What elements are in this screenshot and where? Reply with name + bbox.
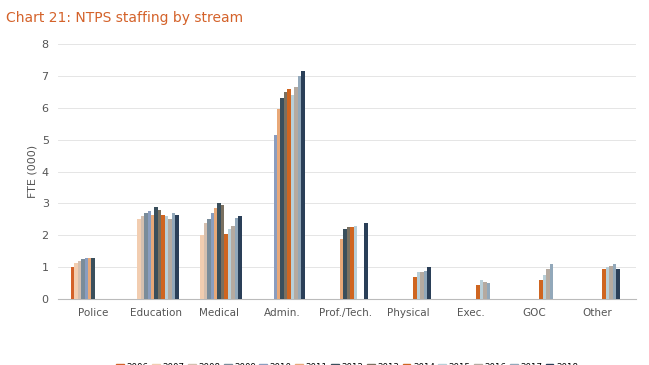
Bar: [137, 219, 141, 299]
Bar: [92, 258, 95, 299]
Bar: [204, 223, 207, 299]
Bar: [340, 239, 343, 299]
Bar: [543, 275, 546, 299]
Bar: [288, 89, 291, 299]
Bar: [616, 269, 620, 299]
Bar: [210, 213, 214, 299]
Bar: [347, 227, 350, 299]
Bar: [74, 262, 78, 299]
Bar: [231, 226, 235, 299]
Bar: [424, 270, 427, 299]
Bar: [175, 215, 178, 299]
Bar: [144, 213, 147, 299]
Bar: [172, 213, 175, 299]
Bar: [417, 272, 421, 299]
Bar: [487, 283, 490, 299]
Bar: [147, 211, 151, 299]
Legend: 2006, 2007, 2008, 2009, 2010, 2011, 2012, 2013, 2014, 2015, 2016, 2017, 2018: 2006, 2007, 2008, 2009, 2010, 2011, 2012…: [113, 360, 582, 365]
Bar: [207, 219, 210, 299]
Bar: [606, 267, 609, 299]
Bar: [217, 204, 221, 299]
Bar: [151, 215, 154, 299]
Bar: [277, 109, 280, 299]
Bar: [343, 229, 347, 299]
Bar: [141, 216, 144, 299]
Bar: [81, 260, 84, 299]
Bar: [235, 218, 238, 299]
Bar: [154, 207, 158, 299]
Bar: [539, 280, 543, 299]
Bar: [364, 223, 367, 299]
Bar: [476, 285, 480, 299]
Bar: [280, 98, 284, 299]
Bar: [200, 235, 204, 299]
Bar: [550, 264, 553, 299]
Bar: [421, 272, 424, 299]
Y-axis label: FTE (000): FTE (000): [27, 145, 38, 198]
Bar: [71, 267, 74, 299]
Bar: [427, 267, 430, 299]
Bar: [350, 227, 354, 299]
Bar: [609, 266, 613, 299]
Bar: [301, 71, 304, 299]
Bar: [484, 282, 487, 299]
Bar: [602, 269, 606, 299]
Bar: [546, 269, 550, 299]
Bar: [158, 210, 162, 299]
Bar: [162, 215, 165, 299]
Bar: [291, 95, 294, 299]
Bar: [165, 216, 168, 299]
Bar: [228, 229, 231, 299]
Bar: [413, 277, 417, 299]
Bar: [214, 208, 217, 299]
Bar: [221, 205, 225, 299]
Bar: [294, 87, 298, 299]
Bar: [78, 261, 81, 299]
Bar: [225, 234, 228, 299]
Bar: [354, 226, 357, 299]
Bar: [480, 280, 484, 299]
Bar: [613, 264, 616, 299]
Bar: [273, 135, 277, 299]
Text: Chart 21: NTPS staffing by stream: Chart 21: NTPS staffing by stream: [6, 11, 243, 25]
Bar: [88, 258, 92, 299]
Bar: [298, 76, 301, 299]
Bar: [284, 92, 288, 299]
Bar: [168, 219, 172, 299]
Bar: [238, 216, 241, 299]
Bar: [84, 258, 88, 299]
